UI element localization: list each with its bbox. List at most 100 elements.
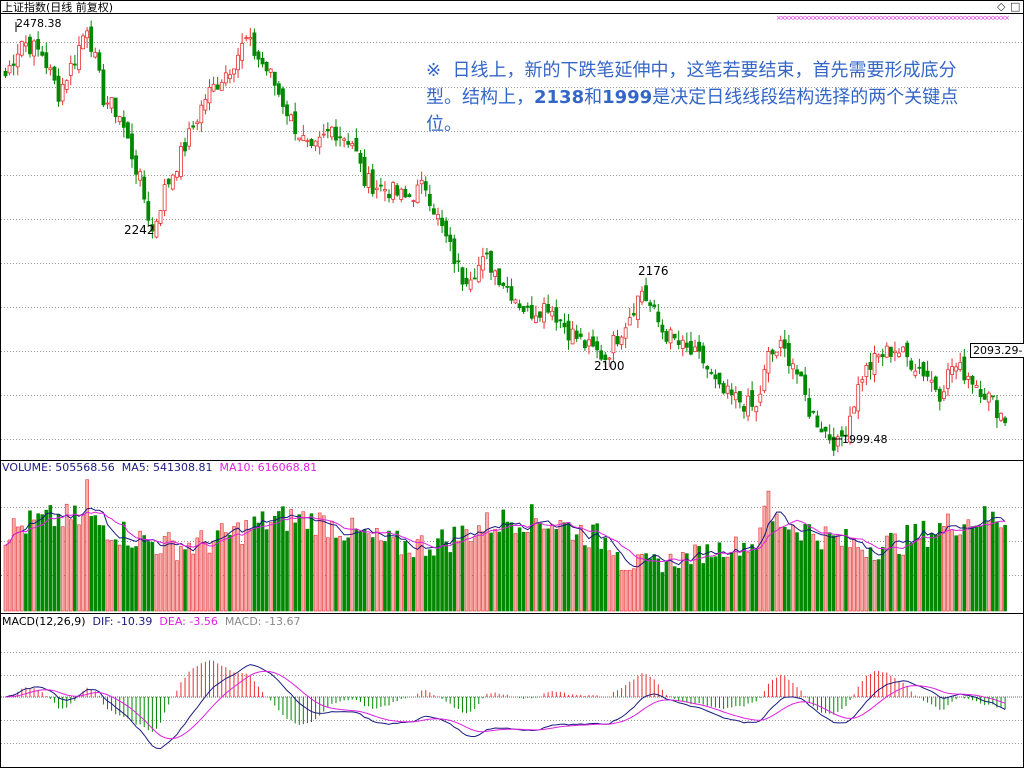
- volume-bar: [762, 505, 767, 612]
- volume-bar: [640, 554, 644, 612]
- volume-bar: [52, 526, 57, 612]
- volume-bar: [782, 527, 787, 612]
- candle-down: [933, 376, 938, 390]
- candle-down: [378, 184, 383, 187]
- volume-bar: [289, 509, 293, 612]
- candle-down: [921, 362, 926, 377]
- candle-down: [501, 282, 506, 286]
- volume-bar: [354, 529, 359, 612]
- volume-bar: [791, 525, 795, 612]
- volume-bar: [440, 529, 444, 612]
- candle-down: [827, 434, 832, 441]
- header-marker: ×: [832, 14, 838, 22]
- volume-bar: [656, 558, 661, 612]
- volume-bar: [921, 520, 926, 612]
- volume-bar: [644, 553, 648, 612]
- volume-bar: [476, 525, 481, 612]
- candle-up: [350, 143, 355, 147]
- volume-bar: [277, 511, 281, 612]
- volume-bar: [138, 530, 142, 612]
- candle-down: [309, 138, 314, 147]
- volume-bar: [795, 532, 799, 612]
- candle-up: [85, 30, 89, 39]
- volume-bar: [962, 524, 967, 612]
- high-price-label: 2478.38: [16, 17, 62, 30]
- volume-bar: [517, 527, 522, 612]
- volume-bar: [827, 532, 832, 612]
- volume-bar: [599, 548, 603, 612]
- candle-up: [399, 188, 404, 200]
- header-marker: ×: [844, 14, 850, 22]
- candle-down: [831, 436, 836, 451]
- volume-bar: [195, 537, 200, 612]
- volume-bar: [28, 510, 32, 612]
- volume-bar: [89, 516, 93, 612]
- candle-down: [799, 371, 803, 377]
- header-marker: ×: [944, 14, 950, 22]
- volume-bar: [734, 536, 738, 612]
- candle-up: [391, 182, 396, 200]
- volume-bar: [232, 526, 236, 612]
- candle-down: [660, 324, 665, 333]
- header-marker: ×: [788, 14, 794, 22]
- volume-bar: [901, 554, 905, 612]
- volume-bar: [505, 521, 510, 612]
- volume-bar: [338, 536, 342, 612]
- candle-down: [962, 356, 967, 381]
- volume-bar: [60, 526, 65, 612]
- volume-bar: [224, 532, 228, 612]
- header-marker: ×: [852, 14, 858, 22]
- volume-bar: [391, 537, 395, 612]
- candle-down: [676, 340, 681, 346]
- volume-bar: [219, 523, 224, 612]
- volume-bar: [815, 540, 820, 612]
- candle-up: [852, 406, 857, 414]
- volume-bar: [986, 520, 991, 612]
- volume-bar: [905, 524, 909, 612]
- candle-up: [23, 42, 28, 47]
- header-marker: ×: [988, 14, 994, 22]
- candle-down: [358, 152, 363, 164]
- candle-down: [456, 260, 461, 263]
- candle-up: [884, 345, 889, 358]
- volume-bar: [44, 509, 49, 612]
- volume-bar: [170, 540, 175, 612]
- candle-down: [346, 141, 351, 145]
- candle-down: [40, 51, 45, 56]
- volume-bar: [925, 546, 930, 612]
- candle-down: [599, 350, 604, 360]
- volume-bar: [326, 537, 330, 612]
- volume-bar: [623, 569, 628, 612]
- volume-bar: [162, 536, 167, 612]
- note-mark: ※: [426, 60, 442, 81]
- volume-bar: [917, 538, 922, 612]
- window-toggle-icon[interactable]: □: [1010, 0, 1021, 13]
- volume-bar: [721, 556, 726, 612]
- header-marker: ×: [864, 14, 870, 22]
- candle-down: [28, 36, 32, 55]
- diamond-toggle-icon[interactable]: ◇: [997, 0, 1006, 13]
- candle-down: [146, 201, 151, 221]
- candle-down: [823, 426, 828, 432]
- candle-up: [223, 72, 228, 84]
- volume-bar: [374, 527, 379, 612]
- volume-bar: [819, 549, 824, 612]
- candle-down: [664, 331, 669, 342]
- candle-down: [615, 336, 620, 345]
- volume-bar: [309, 513, 314, 612]
- volume-bar: [362, 529, 367, 612]
- candle-down: [868, 362, 873, 370]
- note-part2: 和: [584, 87, 603, 108]
- candle-up: [419, 180, 424, 185]
- candle-down: [191, 125, 196, 128]
- volume-bar: [3, 544, 8, 612]
- volume-bar: [530, 504, 534, 612]
- volume-bar: [591, 524, 595, 612]
- volume-bar: [187, 542, 191, 612]
- volume-bar: [725, 556, 730, 612]
- candle-down: [440, 217, 444, 226]
- macd-dif-line: [5, 664, 1006, 750]
- candle-down: [452, 238, 457, 265]
- volume-bar: [836, 535, 840, 612]
- candle-down: [982, 393, 987, 400]
